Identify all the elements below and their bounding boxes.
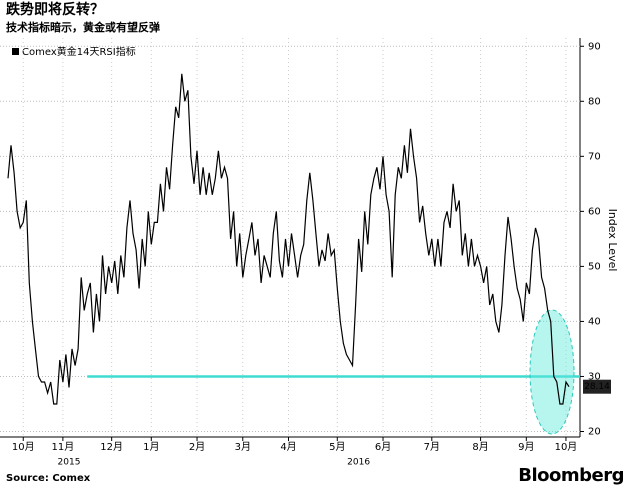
legend-swatch <box>12 48 19 55</box>
x-tick-label: 6月 <box>375 441 391 453</box>
last-value-box <box>583 379 611 394</box>
y-tick-label: 40 <box>588 316 601 327</box>
y-tick-label: 70 <box>588 151 601 162</box>
y-tick-label: 50 <box>588 261 601 272</box>
brand: Bloomberg <box>518 465 624 486</box>
legend-label: Comex黄金14天RSI指标 <box>22 45 136 58</box>
x-tick-label: 12月 <box>100 441 123 453</box>
x-tick-label: 10月 <box>555 441 578 453</box>
source: Source: Comex <box>6 473 91 484</box>
x-tick-label: 2月 <box>189 441 205 453</box>
chart-subtitle: 技术指标暗示，黄金或有望反弹 <box>6 20 160 34</box>
x-tick-label: 4月 <box>280 441 296 453</box>
x-tick-label: 8月 <box>472 441 488 453</box>
x-tick-label: 1月 <box>143 441 159 453</box>
highlight-ellipse <box>529 309 575 435</box>
y-tick-label: 90 <box>588 41 601 52</box>
x-tick-label: 9月 <box>518 441 534 453</box>
last-value-label: 28.14 <box>584 382 610 392</box>
line <box>7 73 570 405</box>
y-tick-label: 20 <box>588 426 601 437</box>
y-tick-label: 60 <box>588 206 601 217</box>
x-tick-label: 3月 <box>235 441 251 453</box>
x-tick-label: 7月 <box>424 441 440 453</box>
year-label: 2016 <box>347 458 370 468</box>
y-tick-label: 30 <box>588 371 601 382</box>
y-tick-label: 80 <box>588 96 601 107</box>
x-tick-label: 11月 <box>52 441 75 453</box>
chart-title: 跌势即将反转？ <box>6 1 104 18</box>
y-axis-label: Index Level <box>606 209 619 272</box>
x-tick-label: 5月 <box>329 441 345 453</box>
year-label: 2015 <box>58 458 81 468</box>
x-tick-label: 10月 <box>12 441 35 453</box>
